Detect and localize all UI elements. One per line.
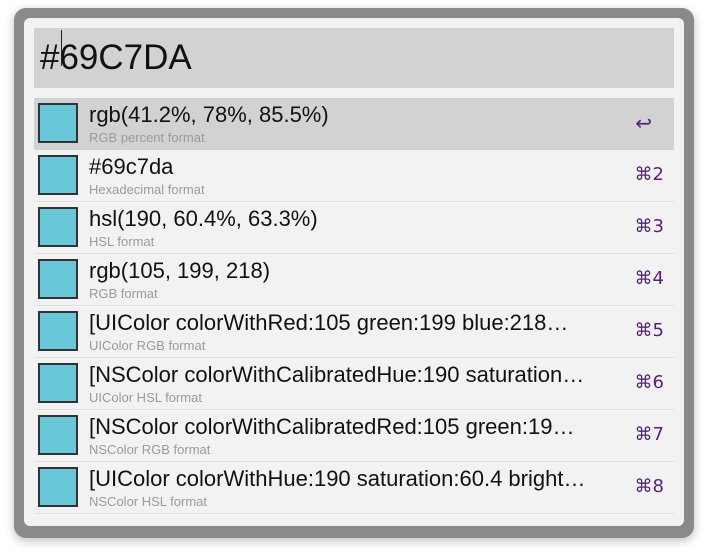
result-subtitle: NSColor RGB format xyxy=(89,442,211,457)
result-title: #69c7da xyxy=(89,154,174,179)
return-key-icon: ↩ xyxy=(635,111,652,135)
result-title: rgb(41.2%, 78%, 85.5%) xyxy=(89,102,329,127)
search-input-text[interactable]: #69C7DA xyxy=(40,38,192,77)
shortcut-label: ⌘5 xyxy=(634,320,664,341)
result-row-1[interactable]: rgb(41.2%, 78%, 85.5%) RGB percent forma… xyxy=(34,98,674,150)
result-row-8[interactable]: [UIColor colorWithHue:190 saturation:60.… xyxy=(34,462,674,514)
result-subtitle: NSColor HSL format xyxy=(89,494,207,509)
result-title: [NSColor colorWithCalibratedRed:105 gree… xyxy=(89,414,575,439)
shortcut-label: ⌘4 xyxy=(634,268,664,289)
result-row-5[interactable]: [UIColor colorWithRed:105 green:199 blue… xyxy=(34,306,674,358)
text-caret xyxy=(61,30,62,66)
result-subtitle: RGB percent format xyxy=(89,130,205,145)
result-row-6[interactable]: [NSColor colorWithCalibratedHue:190 satu… xyxy=(34,358,674,410)
launcher-window: #69C7DA rgb(41.2%, 78%, 85.5%) RGB perce… xyxy=(14,8,694,538)
result-row-4[interactable]: rgb(105, 199, 218) RGB format ⌘4 xyxy=(34,254,674,306)
result-title: rgb(105, 199, 218) xyxy=(89,258,271,283)
results-list: rgb(41.2%, 78%, 85.5%) RGB percent forma… xyxy=(34,98,674,514)
color-swatch xyxy=(38,207,78,247)
result-subtitle: UIColor RGB format xyxy=(89,338,206,353)
search-input[interactable]: #69C7DA xyxy=(34,28,674,88)
shortcut-label: ⌘8 xyxy=(634,476,664,497)
shortcut-label: ⌘2 xyxy=(634,164,664,185)
color-swatch xyxy=(38,415,78,455)
shortcut-label: ⌘7 xyxy=(634,424,664,445)
result-row-2[interactable]: #69c7da Hexadecimal format ⌘2 xyxy=(34,150,674,202)
color-swatch xyxy=(38,103,78,143)
color-swatch xyxy=(38,363,78,403)
color-swatch xyxy=(38,467,78,507)
result-title: [NSColor colorWithCalibratedHue:190 satu… xyxy=(89,362,585,387)
result-title: [UIColor colorWithHue:190 saturation:60.… xyxy=(89,466,586,491)
result-row-7[interactable]: [NSColor colorWithCalibratedRed:105 gree… xyxy=(34,410,674,462)
launcher-panel: #69C7DA rgb(41.2%, 78%, 85.5%) RGB perce… xyxy=(24,18,684,526)
result-row-3[interactable]: hsl(190, 60.4%, 63.3%) HSL format ⌘3 xyxy=(34,202,674,254)
result-title: [UIColor colorWithRed:105 green:199 blue… xyxy=(89,310,569,335)
color-swatch xyxy=(38,155,78,195)
color-swatch xyxy=(38,259,78,299)
result-subtitle: Hexadecimal format xyxy=(89,182,205,197)
result-title: hsl(190, 60.4%, 63.3%) xyxy=(89,206,318,231)
shortcut-label: ⌘6 xyxy=(634,372,664,393)
result-subtitle: HSL format xyxy=(89,234,155,249)
result-subtitle: RGB format xyxy=(89,286,158,301)
result-subtitle: UIColor HSL format xyxy=(89,390,202,405)
shortcut-label: ⌘3 xyxy=(634,216,664,237)
color-swatch xyxy=(38,311,78,351)
